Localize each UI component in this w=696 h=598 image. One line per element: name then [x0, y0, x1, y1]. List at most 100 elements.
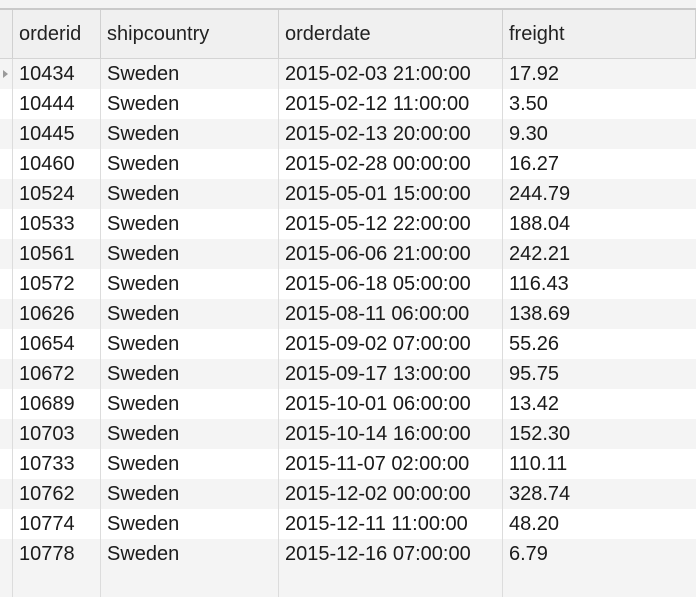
cell-orderid[interactable]: 10434 [13, 59, 101, 89]
cell-shipcountry[interactable]: Sweden [101, 59, 279, 89]
table-row[interactable]: 10778 Sweden 2015-12-16 07:00:00 6.79 [0, 539, 696, 569]
cell-orderdate[interactable]: 2015-02-12 11:00:00 [279, 89, 503, 119]
column-header-shipcountry[interactable]: shipcountry [101, 10, 279, 58]
cell-orderdate[interactable]: 2015-10-01 06:00:00 [279, 389, 503, 419]
table-row[interactable]: 10672 Sweden 2015-09-17 13:00:00 95.75 [0, 359, 696, 389]
cell-orderid[interactable]: 10444 [13, 89, 101, 119]
column-header-freight[interactable]: freight [503, 10, 696, 58]
cell-orderid[interactable]: 10561 [13, 239, 101, 269]
cell-orderid[interactable]: 10733 [13, 449, 101, 479]
table-row[interactable]: 10572 Sweden 2015-06-18 05:00:00 116.43 [0, 269, 696, 299]
cell-shipcountry[interactable]: Sweden [101, 119, 279, 149]
cell-shipcountry[interactable]: Sweden [101, 359, 279, 389]
row-gutter[interactable] [0, 179, 13, 209]
table-row[interactable]: 10703 Sweden 2015-10-14 16:00:00 152.30 [0, 419, 696, 449]
cell-orderdate[interactable]: 2015-06-18 05:00:00 [279, 269, 503, 299]
cell-shipcountry[interactable]: Sweden [101, 179, 279, 209]
cell-orderdate[interactable]: 2015-05-01 15:00:00 [279, 179, 503, 209]
cell-shipcountry[interactable]: Sweden [101, 509, 279, 539]
cell-orderid[interactable]: 10626 [13, 299, 101, 329]
row-gutter[interactable] [0, 419, 13, 449]
cell-orderdate[interactable]: 2015-02-28 00:00:00 [279, 149, 503, 179]
table-row[interactable]: 10460 Sweden 2015-02-28 00:00:00 16.27 [0, 149, 696, 179]
cell-orderid[interactable]: 10703 [13, 419, 101, 449]
row-gutter[interactable] [0, 89, 13, 119]
cell-shipcountry[interactable]: Sweden [101, 449, 279, 479]
cell-freight[interactable]: 188.04 [509, 213, 571, 235]
table-row[interactable]: 10774 Sweden 2015-12-11 11:00:00 48.20 [0, 509, 696, 539]
cell-freight[interactable]: 16.27 [509, 153, 560, 175]
table-row[interactable]: 10533 Sweden 2015-05-12 22:00:00 188.04 [0, 209, 696, 239]
cell-orderdate[interactable]: 2015-12-16 07:00:00 [279, 539, 503, 569]
column-header-orderdate[interactable]: orderdate [279, 10, 503, 58]
row-gutter[interactable] [0, 359, 13, 389]
cell-freight[interactable]: 244.79 [509, 183, 571, 205]
cell-freight[interactable]: 138.69 [509, 303, 571, 325]
cell-orderid[interactable]: 10778 [13, 539, 101, 569]
cell-orderdate[interactable]: 2015-12-11 11:00:00 [279, 509, 503, 539]
cell-orderdate[interactable]: 2015-02-03 21:00:00 [279, 59, 503, 89]
row-gutter[interactable] [0, 299, 13, 329]
row-gutter[interactable] [0, 539, 13, 569]
table-row[interactable]: 10445 Sweden 2015-02-13 20:00:00 9.30 [0, 119, 696, 149]
cell-orderid[interactable]: 10460 [13, 149, 101, 179]
cell-freight[interactable]: 152.30 [509, 423, 571, 445]
cell-orderid[interactable]: 10774 [13, 509, 101, 539]
cell-orderdate[interactable]: 2015-02-13 20:00:00 [279, 119, 503, 149]
cell-orderdate[interactable]: 2015-09-17 13:00:00 [279, 359, 503, 389]
cell-orderdate[interactable]: 2015-09-02 07:00:00 [279, 329, 503, 359]
row-gutter[interactable] [0, 449, 13, 479]
row-gutter[interactable] [0, 329, 13, 359]
row-gutter[interactable] [0, 149, 13, 179]
cell-freight[interactable]: 116.43 [509, 273, 569, 295]
cell-orderdate[interactable]: 2015-05-12 22:00:00 [279, 209, 503, 239]
cell-orderid[interactable]: 10672 [13, 359, 101, 389]
cell-freight[interactable]: 9.30 [509, 123, 548, 145]
cell-shipcountry[interactable]: Sweden [101, 539, 279, 569]
cell-freight[interactable]: 6.79 [509, 543, 548, 565]
cell-orderdate[interactable]: 2015-06-06 21:00:00 [279, 239, 503, 269]
cell-freight[interactable]: 48.20 [509, 513, 560, 535]
row-gutter[interactable] [0, 239, 13, 269]
row-gutter[interactable] [0, 209, 13, 239]
cell-shipcountry[interactable]: Sweden [101, 479, 279, 509]
cell-freight[interactable]: 110.11 [509, 453, 568, 475]
cell-shipcountry[interactable]: Sweden [101, 149, 279, 179]
cell-orderdate[interactable]: 2015-10-14 16:00:00 [279, 419, 503, 449]
cell-shipcountry[interactable]: Sweden [101, 299, 279, 329]
row-gutter[interactable] [0, 59, 13, 89]
table-row[interactable]: 10689 Sweden 2015-10-01 06:00:00 13.42 [0, 389, 696, 419]
cell-shipcountry[interactable]: Sweden [101, 89, 279, 119]
table-row[interactable]: 10561 Sweden 2015-06-06 21:00:00 242.21 [0, 239, 696, 269]
row-gutter[interactable] [0, 479, 13, 509]
cell-orderid[interactable]: 10654 [13, 329, 101, 359]
cell-orderid[interactable]: 10689 [13, 389, 101, 419]
cell-orderid[interactable]: 10445 [13, 119, 101, 149]
cell-shipcountry[interactable]: Sweden [101, 419, 279, 449]
table-row[interactable]: 10654 Sweden 2015-09-02 07:00:00 55.26 [0, 329, 696, 359]
cell-orderid[interactable]: 10762 [13, 479, 101, 509]
cell-orderdate[interactable]: 2015-08-11 06:00:00 [279, 299, 503, 329]
cell-freight[interactable]: 3.50 [509, 93, 548, 115]
cell-shipcountry[interactable]: Sweden [101, 209, 279, 239]
cell-freight[interactable]: 242.21 [509, 243, 571, 265]
cell-orderdate[interactable]: 2015-12-02 00:00:00 [279, 479, 503, 509]
row-gutter[interactable] [0, 509, 13, 539]
cell-freight[interactable]: 328.74 [509, 483, 571, 505]
cell-freight[interactable]: 55.26 [509, 333, 560, 355]
table-row[interactable]: 10434 Sweden 2015-02-03 21:00:00 17.92 [0, 59, 696, 89]
table-row[interactable]: 10444 Sweden 2015-02-12 11:00:00 3.50 [0, 89, 696, 119]
table-row[interactable]: 10524 Sweden 2015-05-01 15:00:00 244.79 [0, 179, 696, 209]
cell-freight[interactable]: 17.92 [509, 63, 560, 85]
cell-shipcountry[interactable]: Sweden [101, 239, 279, 269]
cell-shipcountry[interactable]: Sweden [101, 329, 279, 359]
cell-shipcountry[interactable]: Sweden [101, 269, 279, 299]
column-header-orderid[interactable]: orderid [13, 10, 101, 58]
cell-orderdate[interactable]: 2015-11-07 02:00:00 [279, 449, 503, 479]
cell-orderid[interactable]: 10572 [13, 269, 101, 299]
cell-shipcountry[interactable]: Sweden [101, 389, 279, 419]
cell-freight[interactable]: 13.42 [509, 393, 560, 415]
cell-freight[interactable]: 95.75 [509, 363, 560, 385]
table-row[interactable]: 10626 Sweden 2015-08-11 06:00:00 138.69 [0, 299, 696, 329]
row-gutter[interactable] [0, 119, 13, 149]
